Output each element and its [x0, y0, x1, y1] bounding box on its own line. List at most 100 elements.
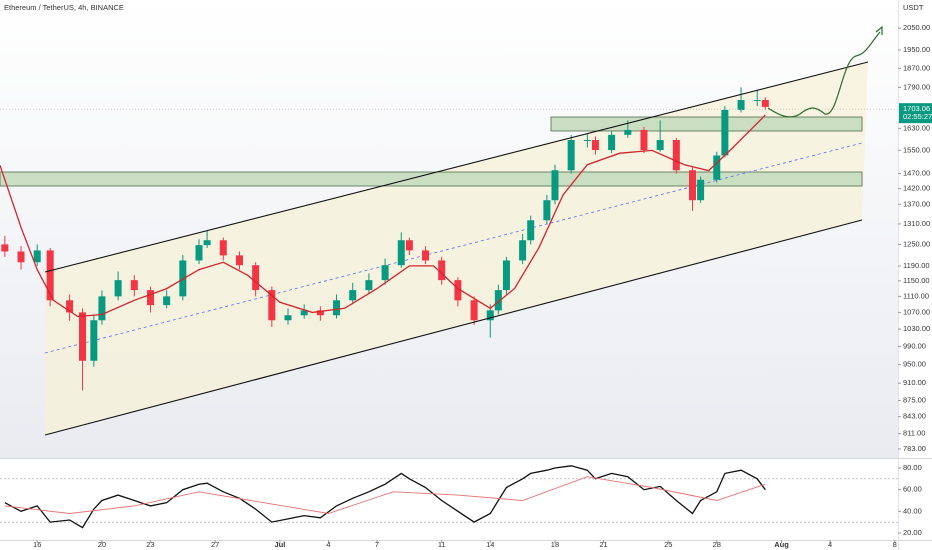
- candle-body: [146, 290, 154, 306]
- candle-body: [284, 315, 292, 321]
- last-price-label: 1703.06: [903, 104, 930, 113]
- candle-body: [405, 240, 413, 251]
- candle-body: [624, 129, 632, 135]
- candle-body: [454, 280, 462, 301]
- x-tick-label: 7: [375, 540, 379, 549]
- x-tick-label: Jul: [274, 540, 285, 549]
- candle-body: [761, 100, 769, 107]
- candle-body: [753, 100, 761, 102]
- y-tick-label: 1630.00: [903, 123, 930, 132]
- x-tick-label: 28: [713, 540, 721, 549]
- y-tick-label: 1790.00: [903, 82, 930, 91]
- y-tick-label: 875.00: [903, 395, 926, 404]
- forecast-arrow: [875, 25, 883, 35]
- candle-body: [551, 170, 559, 201]
- candle-body: [130, 280, 138, 291]
- countdown-label: 02:55:27: [903, 112, 932, 121]
- y-tick-label: 1150.00: [903, 276, 930, 285]
- candle-body: [333, 300, 341, 316]
- candle-body: [219, 240, 227, 256]
- channel-midline: [44, 142, 863, 354]
- y-tick-label: 1310.00: [903, 219, 930, 228]
- x-tick-label: 11: [438, 540, 446, 549]
- candle-body: [316, 310, 324, 316]
- last-price-box: [899, 103, 932, 124]
- candle-body: [114, 280, 122, 297]
- channel-upper: [44, 61, 869, 273]
- candle-body: [235, 255, 243, 266]
- candle-body: [502, 260, 510, 291]
- x-tick-label: 4: [326, 540, 330, 549]
- candle-body: [672, 140, 680, 171]
- candle-body: [494, 290, 502, 311]
- candle-body: [397, 240, 405, 266]
- candle-body: [46, 250, 54, 301]
- candle-body: [640, 129, 648, 151]
- candle-body: [486, 310, 494, 321]
- y-tick-label: 783.00: [903, 444, 926, 453]
- candle-body: [527, 220, 535, 241]
- x-tick-label: 8: [893, 540, 897, 549]
- candle-body: [583, 140, 591, 142]
- candle-body: [591, 140, 599, 151]
- candle-body: [381, 265, 389, 281]
- x-tick-label: 16: [33, 540, 41, 549]
- x-tick-label: 18: [551, 540, 559, 549]
- candle-body: [1, 244, 9, 252]
- y-tick-label: 843.00: [903, 412, 926, 421]
- y-tick-label: 1250.00: [903, 239, 930, 248]
- candle-body: [349, 290, 357, 301]
- price-unit: USDT: [903, 3, 924, 12]
- x-tick-label: Aug: [774, 540, 789, 549]
- candle-body: [713, 155, 721, 180]
- x-tick-label: 27: [211, 540, 219, 549]
- candle-body: [438, 260, 446, 281]
- rsi-y-tick-label: 80.00: [903, 463, 922, 472]
- candle-body: [737, 100, 745, 110]
- candle-body: [519, 240, 527, 261]
- candle-body: [300, 310, 308, 316]
- y-tick-label: 990.00: [903, 341, 926, 350]
- rsi-y-tick-label: 60.00: [903, 485, 922, 494]
- resistance-zone: [550, 116, 863, 132]
- x-tick-label: 4: [828, 540, 832, 549]
- y-tick-label: 2050.00: [903, 23, 930, 32]
- rsi-y-tick-label: 40.00: [903, 506, 922, 515]
- y-tick-label: 1370.00: [903, 199, 930, 208]
- candle-body: [689, 170, 697, 201]
- candle-body: [656, 140, 664, 151]
- candle-body: [17, 251, 25, 263]
- y-tick-label: 950.00: [903, 359, 926, 368]
- rsi-line: [4, 465, 766, 529]
- candle-body: [79, 312, 87, 361]
- channel-lower: [44, 219, 863, 436]
- candle-body: [365, 280, 373, 291]
- y-tick-label: 1950.00: [903, 45, 930, 54]
- candle-body: [268, 290, 276, 321]
- moving-average: [0, 114, 766, 318]
- x-tick-label: 21: [599, 540, 607, 549]
- rsi-line: [4, 476, 766, 514]
- y-tick-label: 811.00: [903, 429, 925, 438]
- candle-body: [90, 320, 98, 361]
- candle-body: [203, 240, 211, 246]
- candle-body: [66, 300, 74, 313]
- forecast-path: [767, 31, 881, 118]
- candle-body: [163, 296, 171, 306]
- candle-body: [422, 250, 430, 261]
- candle-body: [98, 296, 106, 321]
- y-tick-label: 1190.00: [903, 261, 930, 270]
- y-tick-label: 1110.00: [903, 291, 929, 300]
- chart-title: Ethereum / TetherUS, 4h, BINANCE: [4, 3, 124, 12]
- x-tick-label: 23: [146, 540, 154, 549]
- candle-body: [608, 134, 616, 151]
- candle-body: [470, 300, 478, 321]
- support-zone: [0, 171, 863, 187]
- candle-body: [195, 245, 203, 261]
- candle-body: [543, 200, 551, 221]
- candle-body: [697, 179, 705, 201]
- y-tick-label: 1870.00: [903, 63, 930, 72]
- y-tick-label: 1470.00: [903, 169, 930, 178]
- x-tick-label: 25: [664, 540, 672, 549]
